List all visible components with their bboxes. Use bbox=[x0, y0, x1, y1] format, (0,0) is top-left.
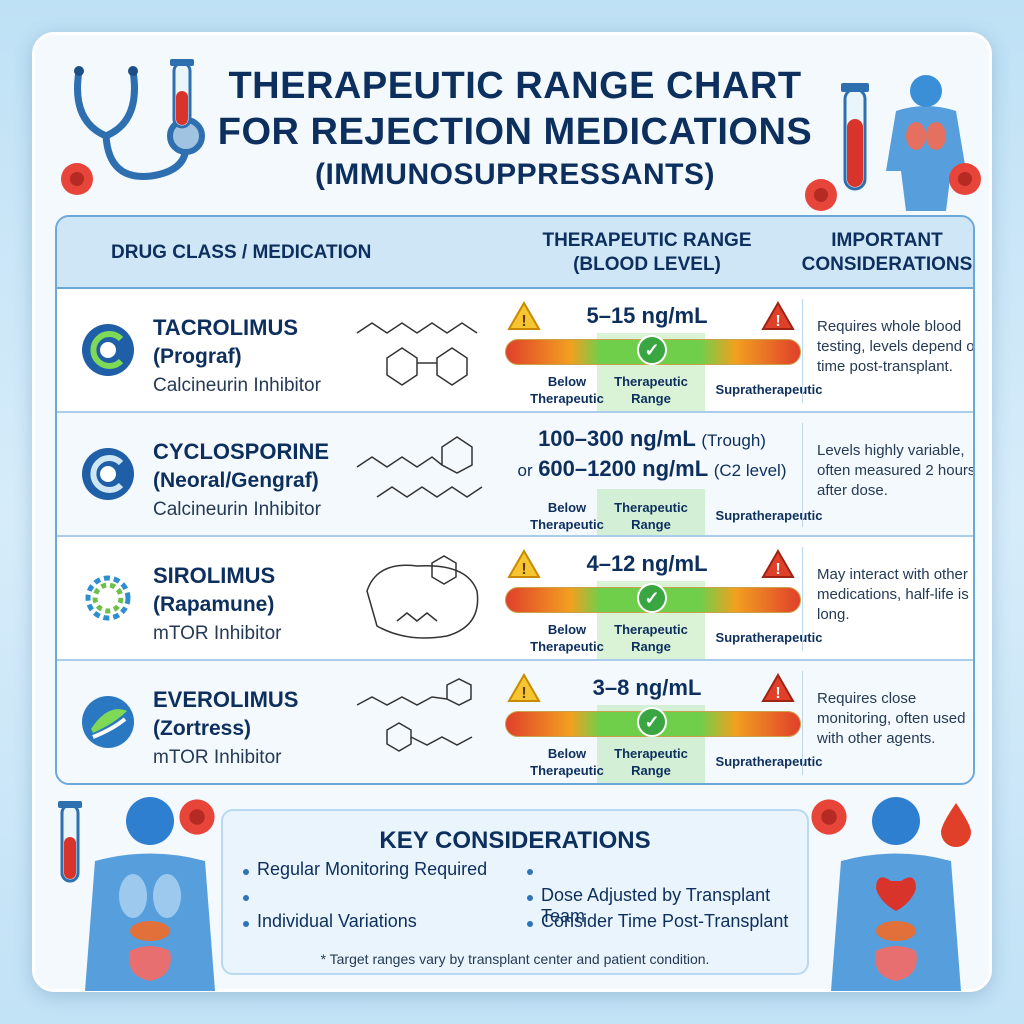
warning-icon: ! bbox=[507, 673, 541, 702]
label-supra: Supratherapeutic bbox=[715, 630, 823, 645]
warning-icon: ! bbox=[761, 301, 795, 330]
table-row: EVEROLIMUS (Zortress) mTOR Inhibitor ! 3… bbox=[57, 661, 973, 783]
divider bbox=[802, 423, 803, 527]
drug-logo-icon bbox=[82, 696, 134, 748]
key-item: Dose Adjusted by Transplant Team bbox=[541, 885, 771, 926]
label-below: Below Therapeutic bbox=[530, 374, 604, 406]
test-tube-icon bbox=[841, 83, 869, 191]
range-value: 4–12 ng/mL bbox=[586, 551, 708, 576]
drug-name: TACROLIMUS bbox=[153, 315, 299, 340]
drug-name: CYCLOSPORINE bbox=[153, 439, 330, 464]
svg-text:!: ! bbox=[775, 313, 780, 330]
bullet bbox=[527, 921, 533, 927]
drug-logo-icon bbox=[82, 324, 134, 376]
drug-class: Calcineurin Inhibitor bbox=[153, 375, 321, 396]
drug-note: Levels highly variable, often measured 2… bbox=[817, 442, 975, 499]
drug-class: Calcineurin Inhibitor bbox=[153, 499, 321, 520]
drug-logo-icon bbox=[82, 448, 134, 500]
drug-note: May interact with other medications, hal… bbox=[817, 566, 969, 623]
range-value: 3–8 ng/mL bbox=[592, 675, 702, 700]
table-header: DRUG CLASS / MEDICATION THERAPEUTIC RANG… bbox=[57, 217, 973, 289]
blood-cell-icon bbox=[811, 799, 847, 835]
svg-text:!: ! bbox=[775, 561, 780, 578]
bullet bbox=[527, 895, 533, 901]
label-below: Below Therapeutic bbox=[530, 622, 604, 654]
label-below: Below Therapeutic bbox=[530, 746, 604, 778]
label-supra: Supratherapeutic bbox=[715, 754, 823, 769]
drug-logo-icon bbox=[85, 575, 131, 621]
warning-icon: ! bbox=[761, 549, 795, 578]
human-body-icon bbox=[85, 797, 215, 991]
header-considerations: IMPORTANT CONSIDERATIONS bbox=[801, 230, 973, 275]
label-therapeutic: Therapeutic Range bbox=[614, 622, 688, 654]
drug-brand: (Neoral/Gengraf) bbox=[153, 469, 319, 492]
warning-icon: ! bbox=[507, 301, 541, 330]
header-drug: DRUG CLASS / MEDICATION bbox=[111, 242, 372, 263]
chart-card: THERAPEUTIC RANGE CHART FOR REJECTION ME… bbox=[32, 32, 992, 992]
molecule-structure-icon bbox=[356, 322, 478, 386]
key-item: Individual Variations bbox=[257, 911, 417, 931]
svg-text:!: ! bbox=[521, 685, 526, 702]
key-title: KEY CONSIDERATIONS bbox=[379, 827, 651, 854]
drug-class: mTOR Inhibitor bbox=[153, 747, 282, 768]
molecule-structure-icon bbox=[356, 436, 483, 498]
check-icon: ✓ bbox=[637, 583, 667, 613]
page-title: THERAPEUTIC RANGE CHART FOR REJECTION ME… bbox=[35, 63, 995, 195]
blood-cell-icon bbox=[179, 799, 215, 835]
drug-brand: (Prograf) bbox=[153, 345, 242, 368]
drug-note: Requires close monitoring, often used wi… bbox=[817, 690, 966, 747]
blood-cell-icon bbox=[61, 163, 93, 195]
table-row: CYCLOSPORINE (Neoral/Gengraf) Calcineuri… bbox=[57, 413, 973, 537]
warning-icon: ! bbox=[507, 549, 541, 578]
label-supra: Supratherapeutic bbox=[715, 508, 823, 523]
human-body-icon bbox=[831, 797, 961, 991]
bullet bbox=[527, 869, 533, 875]
bullet bbox=[243, 869, 249, 875]
key-considerations: KEY CONSIDERATIONS Regular Monitoring Re… bbox=[221, 809, 809, 975]
drug-name: SIROLIMUS bbox=[153, 563, 276, 588]
header-range: THERAPEUTIC RANGE (BLOOD LEVEL) bbox=[542, 230, 752, 275]
key-item: Consider Time Post-Transplant bbox=[541, 911, 789, 931]
medication-table: DRUG CLASS / MEDICATION THERAPEUTIC RANG… bbox=[55, 215, 975, 785]
svg-text:!: ! bbox=[521, 313, 526, 330]
check-icon: ✓ bbox=[637, 707, 667, 737]
svg-text:!: ! bbox=[775, 685, 780, 702]
human-body-icon bbox=[886, 75, 966, 211]
label-supra: Supratherapeutic bbox=[715, 382, 823, 397]
molecule-structure-icon bbox=[366, 555, 479, 639]
label-therapeutic: Therapeutic Range bbox=[614, 746, 688, 778]
drug-note: Requires whole blood testing, levels dep… bbox=[817, 318, 975, 375]
test-tube-icon bbox=[58, 801, 82, 883]
test-tube-icon bbox=[170, 59, 194, 129]
blood-cell-icon bbox=[805, 179, 837, 211]
divider bbox=[802, 299, 803, 403]
label-below: Below Therapeutic bbox=[530, 500, 604, 532]
svg-text:!: ! bbox=[521, 561, 526, 578]
bullet bbox=[243, 895, 249, 901]
drug-class: mTOR Inhibitor bbox=[153, 623, 282, 644]
range-value: 100–300 ng/mL (Trough) or 600–1200 ng/mL… bbox=[517, 426, 787, 481]
check-icon: ✓ bbox=[637, 335, 667, 365]
title-line-1: THERAPEUTIC RANGE CHART bbox=[228, 65, 802, 107]
key-item: Regular Monitoring Required bbox=[257, 859, 488, 879]
divider bbox=[802, 547, 803, 651]
divider bbox=[802, 671, 803, 775]
blood-drop-icon bbox=[941, 803, 971, 847]
drug-name: EVEROLIMUS bbox=[153, 687, 299, 712]
therapeutic-band bbox=[597, 489, 705, 535]
label-therapeutic: Therapeutic Range bbox=[614, 500, 688, 532]
table-row: SIROLIMUS (Rapamune) mTOR Inhibitor ! 4–… bbox=[57, 537, 973, 661]
table-row: TACROLIMUS (Prograf) Calcineurin Inhibit… bbox=[57, 289, 973, 413]
range-value: 5–15 ng/mL bbox=[586, 303, 708, 328]
drug-brand: (Zortress) bbox=[153, 717, 252, 740]
molecule-structure-icon bbox=[356, 678, 473, 752]
footnote: * Target ranges vary by transplant cente… bbox=[320, 951, 710, 967]
title-line-3: (IMMUNOSUPPRESSANTS) bbox=[314, 158, 715, 191]
warning-icon: ! bbox=[761, 673, 795, 702]
title-line-2: FOR REJECTION MEDICATIONS bbox=[217, 111, 813, 153]
bullet bbox=[243, 921, 249, 927]
blood-cell-icon bbox=[949, 163, 981, 195]
drug-brand: (Rapamune) bbox=[153, 593, 275, 616]
label-therapeutic: Therapeutic Range bbox=[614, 374, 688, 406]
